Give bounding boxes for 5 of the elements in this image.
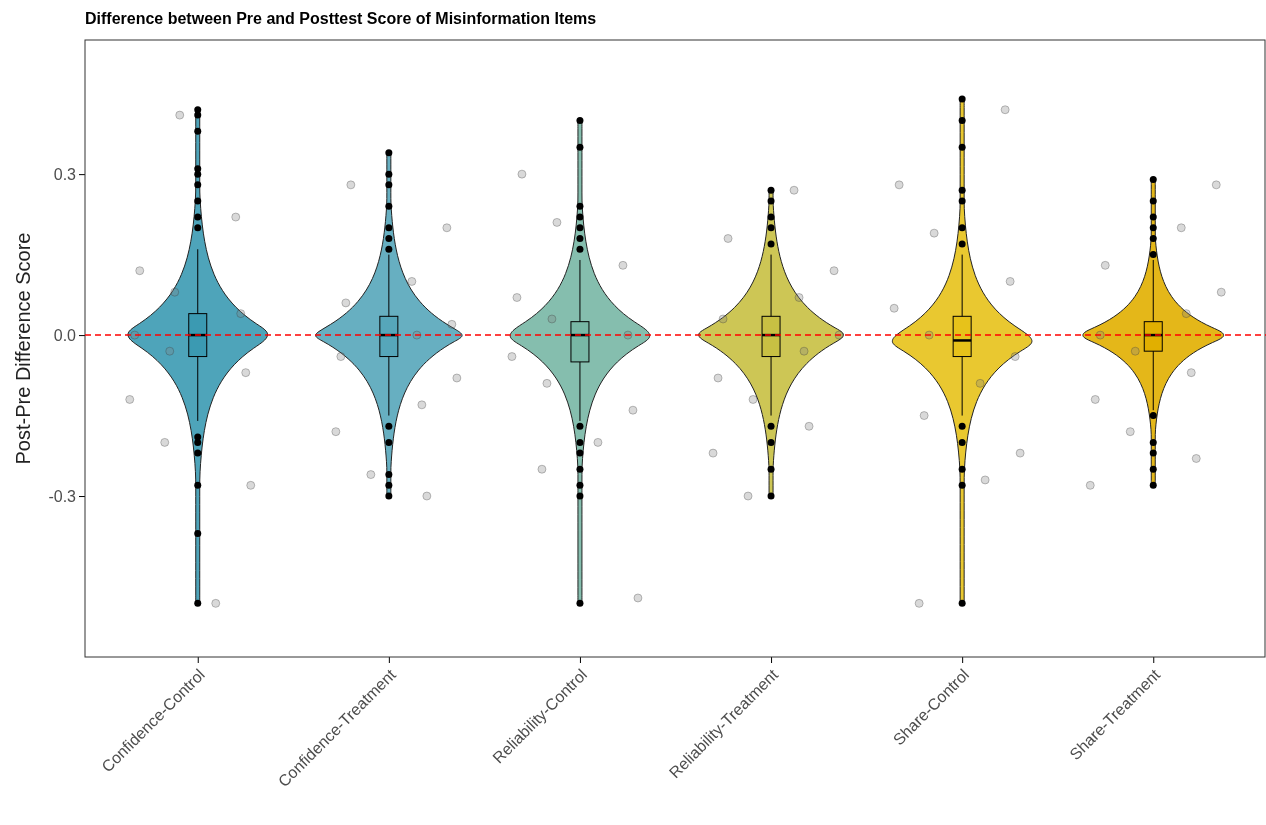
y-tick-label: 0.0 bbox=[53, 326, 77, 344]
chart-title: Difference between Pre and Posttest Score of Misinformation Items bbox=[85, 10, 597, 27]
y-tick-label: 0.3 bbox=[53, 165, 77, 183]
y-axis-title: Post-Pre Difference Score bbox=[12, 232, 34, 465]
y-tick-label: -0.3 bbox=[48, 487, 77, 505]
